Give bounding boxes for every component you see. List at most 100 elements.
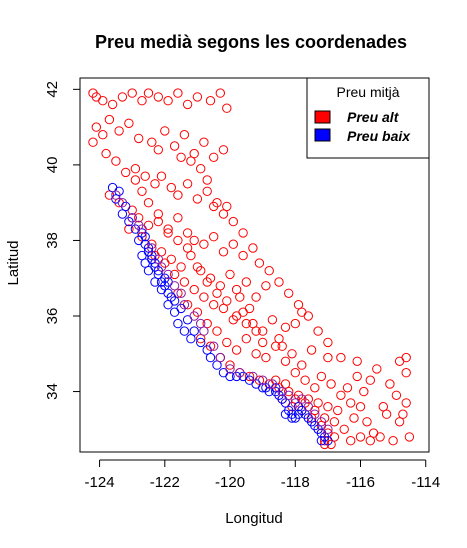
data-point <box>228 216 239 227</box>
data-point <box>300 375 310 385</box>
data-point <box>163 224 173 234</box>
data-point <box>147 243 157 253</box>
data-point <box>182 228 193 238</box>
legend-entry-alt: Preu alt <box>347 109 400 125</box>
data-point <box>297 307 307 317</box>
data-point <box>98 130 108 140</box>
data-point <box>127 213 137 223</box>
data-point <box>355 432 366 442</box>
data-point <box>189 284 199 295</box>
data-point <box>261 281 271 291</box>
data-point <box>372 364 382 374</box>
data-point <box>186 250 196 261</box>
data-point <box>153 216 164 227</box>
data-point <box>192 92 203 102</box>
data-point <box>134 133 144 144</box>
data-point <box>339 424 349 434</box>
data-point <box>235 292 245 302</box>
data-point <box>169 269 180 280</box>
data-point <box>323 436 333 446</box>
data-point <box>218 209 229 219</box>
data-point <box>163 96 173 106</box>
data-point <box>147 137 157 147</box>
data-point <box>378 402 388 412</box>
legend: Preu mitjà Preu alt Preu baix <box>306 77 430 159</box>
y-tick-label: 36 <box>44 308 61 325</box>
y-tick-label: 42 <box>44 81 61 98</box>
data-point <box>238 250 248 261</box>
data-point <box>313 326 323 336</box>
data-point <box>212 326 222 336</box>
data-point <box>150 277 160 287</box>
data-point <box>394 417 405 427</box>
data-point <box>303 402 313 412</box>
data-point <box>244 303 255 314</box>
data-point <box>241 318 252 329</box>
data-point <box>346 436 356 446</box>
data-point <box>209 152 219 163</box>
data-point <box>117 92 128 102</box>
data-point <box>124 224 134 234</box>
data-point <box>251 292 261 302</box>
data-point <box>297 360 307 370</box>
data-point <box>238 228 248 238</box>
data-point <box>140 258 150 268</box>
data-point <box>287 349 297 359</box>
data-point <box>98 96 108 106</box>
data-point <box>140 171 150 181</box>
data-point <box>329 417 340 427</box>
data-point <box>404 432 415 442</box>
data-point <box>352 371 362 382</box>
data-point <box>349 413 359 423</box>
data-point <box>398 409 408 419</box>
data-point <box>150 179 160 189</box>
data-point <box>137 96 147 106</box>
data-point <box>192 194 203 204</box>
data-point <box>316 371 327 382</box>
data-point <box>169 281 180 291</box>
data-point <box>231 345 242 355</box>
data-point <box>241 277 252 287</box>
data-point <box>333 405 343 416</box>
data-point <box>117 209 128 219</box>
data-point <box>267 315 278 325</box>
data-point <box>310 409 320 419</box>
data-point <box>163 300 173 310</box>
x-tick-label: -114 <box>411 474 440 491</box>
data-point <box>336 390 346 400</box>
data-point <box>290 318 300 329</box>
data-point <box>202 186 212 197</box>
data-point <box>401 352 411 363</box>
data-point <box>222 296 232 306</box>
data-point <box>316 417 327 427</box>
data-point <box>134 213 144 223</box>
data-point <box>280 379 291 389</box>
data-point <box>215 352 226 363</box>
data-point <box>293 409 304 419</box>
data-point <box>267 379 278 389</box>
data-point <box>231 311 242 321</box>
data-point <box>241 334 252 344</box>
legend-swatch-baix <box>314 128 331 142</box>
data-point <box>169 307 180 317</box>
data-point <box>205 352 216 363</box>
data-point <box>153 145 164 155</box>
data-point <box>225 269 235 280</box>
data-point <box>388 436 398 446</box>
y-tick-label: 38 <box>44 232 61 249</box>
data-point <box>156 171 167 181</box>
data-point <box>306 345 317 355</box>
data-point <box>189 326 199 336</box>
data-point <box>173 190 183 200</box>
data-point <box>385 379 395 389</box>
data-point <box>111 190 121 200</box>
data-point <box>199 292 209 302</box>
data-point <box>222 103 232 113</box>
data-point <box>280 322 291 332</box>
data-point <box>212 288 222 298</box>
data-point <box>218 145 229 155</box>
x-tick-label: -116 <box>346 474 375 491</box>
data-point <box>104 114 115 125</box>
data-point <box>163 269 173 280</box>
data-point <box>228 239 239 249</box>
